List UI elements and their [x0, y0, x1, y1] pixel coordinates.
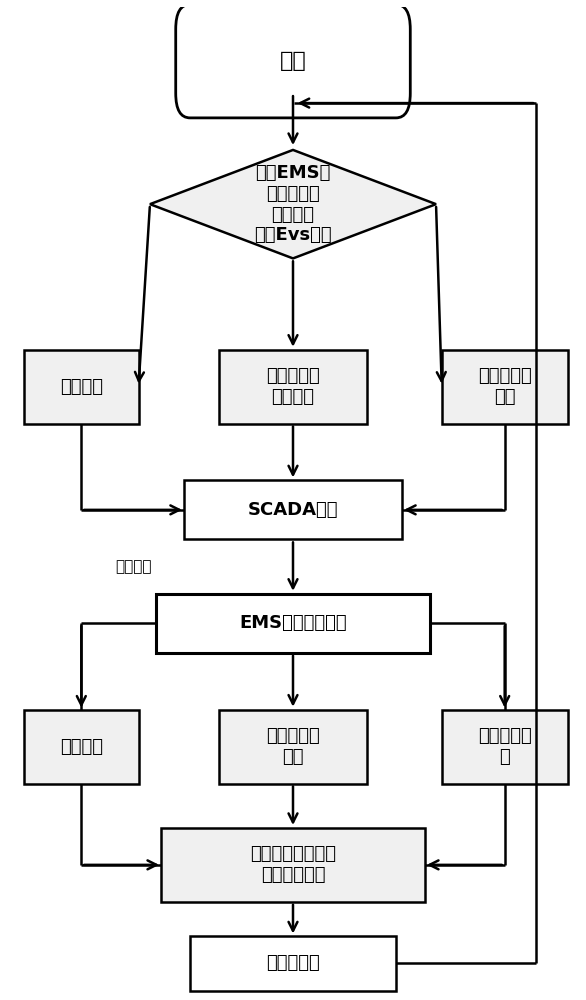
Bar [442, 350, 568, 424]
Polygon shape [150, 150, 436, 258]
Bar [156, 594, 430, 653]
Text: 接受EMS数
据库负载，
分布式能
源，Evs数据: 接受EMS数 据库负载， 分布式能 源，Evs数据 [254, 164, 332, 244]
Text: EMS能量管理系统: EMS能量管理系统 [239, 614, 347, 632]
Bar [24, 350, 138, 424]
Text: 采集数据，更新数
据库数据信息: 采集数据，更新数 据库数据信息 [250, 845, 336, 884]
FancyBboxPatch shape [176, 4, 410, 118]
Text: 电动车响应
预测: 电动车响应 预测 [478, 367, 532, 406]
Text: 分布式能源
策略: 分布式能源 策略 [266, 727, 320, 766]
Bar [219, 710, 367, 784]
Bar [219, 350, 367, 424]
Bar [24, 710, 138, 784]
Bar [161, 828, 425, 902]
Text: 负载预测: 负载预测 [60, 378, 103, 396]
Text: 下一时间段: 下一时间段 [266, 954, 320, 972]
Text: 开始: 开始 [280, 51, 306, 71]
Text: 分布式能源
发电预测: 分布式能源 发电预测 [266, 367, 320, 406]
Text: 电动汽车策
略: 电动汽车策 略 [478, 727, 532, 766]
Text: SCADA系统: SCADA系统 [248, 501, 338, 519]
Bar [190, 936, 396, 991]
Text: 调度命令: 调度命令 [115, 560, 152, 575]
Text: 负载策略: 负载策略 [60, 738, 103, 756]
Bar [185, 480, 401, 539]
Bar [442, 710, 568, 784]
